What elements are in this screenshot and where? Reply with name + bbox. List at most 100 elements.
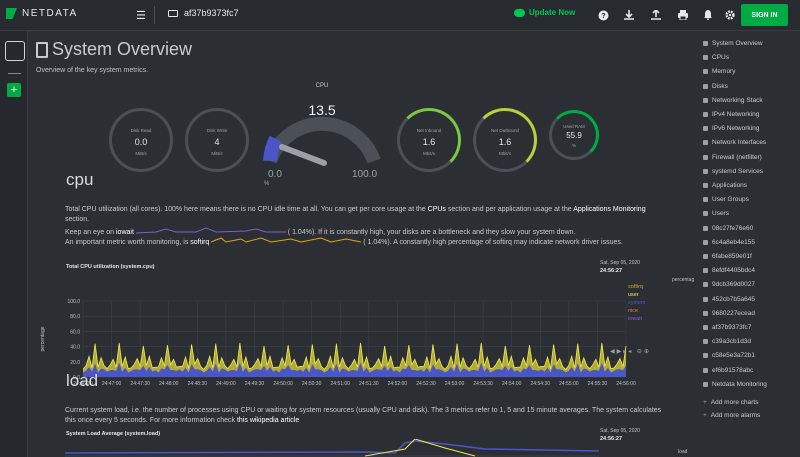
help-icon[interactable]: ? [595, 7, 611, 23]
chart-nav-controls[interactable]: ◀▶▸◂ ⊖⊕ [610, 349, 651, 355]
softirq-text: . A constantly high percentage of softir… [389, 239, 623, 246]
add-more-charts-link[interactable]: + Add more charts [703, 399, 758, 406]
cpu-chart-title: Total CPU utilization (system.cpu) [66, 264, 155, 270]
page-title: System Overview [52, 39, 193, 59]
nav-item[interactable]: Firewall (netfilter) [703, 154, 762, 161]
wikipedia-link[interactable]: this wikipedia article [236, 417, 300, 424]
page-subtitle: Overview of the key system metrics. [36, 67, 149, 74]
print-icon[interactable] [675, 7, 691, 23]
nav-item[interactable]: User Groups [703, 196, 749, 203]
nav-item[interactable]: Memory [703, 68, 735, 75]
sign-in-button[interactable]: SIGN IN [741, 4, 788, 26]
nav-item[interactable]: CPUs [703, 54, 729, 61]
cpus-link[interactable]: CPUs [427, 206, 446, 213]
y-tick-label: 40.0 [70, 345, 80, 351]
nav-item-label: 452cb7b5a645 [712, 295, 756, 303]
nav-item[interactable]: Users [703, 210, 729, 217]
x-tick-label: 24:51:30 [359, 381, 379, 387]
main-content: System Overview Overview of the key syst… [28, 31, 694, 457]
cpu-chart[interactable]: percentage 100.0 80.0 60.0 40.0 20.0 0.024:46:… [38, 271, 638, 391]
nav-item[interactable]: Networking Stack [703, 97, 763, 104]
legend-entry[interactable]: system7.3 [628, 300, 694, 306]
nav-item[interactable]: Applications [703, 182, 747, 189]
cpu-gauge-needle [279, 144, 327, 166]
nav-item[interactable]: IPv6 Networking [703, 125, 759, 132]
softirq-term: softirq [190, 239, 210, 246]
cpu-gauge-fill [263, 135, 283, 162]
left-rail: + [0, 31, 28, 457]
network-icon [703, 126, 708, 132]
nav-item[interactable]: 452cb7b5a645 [703, 296, 755, 303]
page-title-row: System Overview [36, 39, 192, 60]
nav-item[interactable]: 6fabe859e01f [703, 253, 752, 260]
cpu-gauge-max: 100.0 [352, 169, 378, 180]
nav-item[interactable]: Network Interfaces [703, 139, 766, 146]
cpu-text: section and per application usage at the [447, 206, 572, 213]
bell-icon[interactable] [700, 7, 716, 23]
x-tick-label: 24:51:00 [330, 381, 350, 387]
nav-item[interactable]: 9dcb369d0027 [703, 281, 755, 288]
load-legend-unit: load [678, 449, 688, 455]
legend-entry[interactable]: iowait1.0 [628, 316, 694, 322]
add-space-button[interactable]: + [7, 83, 21, 97]
disk-read-gauge[interactable]: Disk Read 0.0 MiB/s [109, 108, 173, 172]
nav-item[interactable]: System Overview [703, 40, 763, 47]
nav-item[interactable]: c58e5e3a72b1 [703, 352, 755, 359]
gauge-unit: MiB/s [135, 151, 147, 156]
softirq-line: An important metric worth monitoring, is… [65, 237, 623, 246]
nav-item[interactable]: 6c4a8eb4e155 [703, 239, 755, 246]
x-tick-label: 24:53:30 [473, 381, 493, 387]
space-selector[interactable] [5, 41, 25, 61]
add-more-alarms-link[interactable]: + Add more alarms [703, 412, 760, 419]
x-tick-label: 24:46:30 [73, 381, 93, 387]
nav-item[interactable]: IPv4 Networking [703, 111, 759, 118]
nav-item[interactable]: ef6b91578abc [703, 367, 753, 374]
nav-item[interactable]: 9680227ecead [703, 310, 755, 317]
netdata-logo[interactable]: NETDATA [6, 8, 78, 19]
applications-link[interactable]: Applications Monitoring [573, 206, 646, 213]
cube-icon [703, 225, 708, 231]
nav-item[interactable]: 8efdf4405bdc4 [703, 267, 755, 274]
top-bar: NETDATA ☰ af37b9373fc7 Update Now ? SIGN… [0, 0, 800, 31]
nav-item[interactable]: Disks [703, 83, 728, 90]
gear-icon[interactable] [722, 7, 738, 23]
x-tick-label: 24:55:30 [588, 381, 608, 387]
iowait-text: . If it is constantly high, your disks a… [314, 229, 576, 236]
nav-item[interactable]: 08c27fe76e60 [703, 225, 753, 232]
net-inbound-gauge[interactable]: Net Inbound 1.6 Mbit/s [397, 108, 461, 172]
node-selector[interactable]: af37b9373fc7 [168, 8, 239, 18]
nav-item-label: CPUs [712, 54, 729, 62]
share-icon [703, 140, 708, 146]
nav-item[interactable]: Netdata Monitoring [703, 381, 767, 388]
users-icon [703, 197, 708, 203]
softirq-sparkline[interactable] [211, 237, 362, 244]
upload-icon[interactable] [648, 7, 664, 23]
nav-item[interactable]: c39a3cb1d3d [703, 338, 751, 345]
legend-entry[interactable]: nice3.1 [628, 308, 694, 314]
nav-item[interactable]: af37b9373fc7 [703, 324, 751, 331]
cpu-text: section. [65, 216, 90, 223]
rail-divider [8, 73, 21, 74]
gauge-value: 1.6 [498, 137, 512, 147]
cube-icon [703, 325, 708, 330]
cube-icon [703, 268, 708, 274]
cpu-gauge-unit: % [264, 181, 270, 187]
netdata-logo-icon [6, 8, 17, 19]
hamburger-menu-icon[interactable]: ☰ [136, 9, 146, 22]
nav-item[interactable]: systemd Services [703, 168, 763, 175]
load-chart[interactable] [65, 439, 599, 457]
legend-entry[interactable]: user4.2 [628, 292, 694, 298]
gauge-value: 4 [214, 137, 220, 147]
disk-write-gauge[interactable]: Disk Write 4 MiB/s [185, 108, 249, 172]
gauge-value: 1.6 [422, 137, 436, 147]
cpu-gauge[interactable] [262, 81, 382, 181]
cube-icon [703, 282, 708, 288]
plus-icon: + [703, 412, 707, 419]
used-ram-gauge[interactable]: Used RAM 55.9 % [549, 110, 599, 160]
legend-entry[interactable]: softirq1.0 [628, 284, 694, 290]
download-icon[interactable] [621, 7, 637, 23]
net-outbound-gauge[interactable]: Net Outbound 1.6 Mbit/s [473, 108, 537, 172]
update-now-button[interactable]: Update Now [514, 8, 575, 17]
x-tick-label: 24:47:30 [130, 381, 150, 387]
iowait-sparkline[interactable] [135, 227, 286, 234]
